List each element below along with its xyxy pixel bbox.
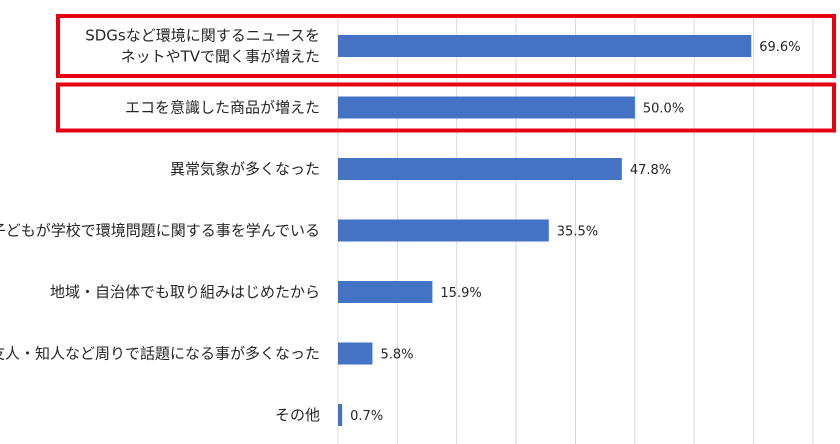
value-label: 5.8% bbox=[380, 348, 413, 363]
highlight-box bbox=[56, 14, 836, 78]
value-label: 15.9% bbox=[440, 286, 481, 301]
bar bbox=[338, 404, 343, 426]
bar bbox=[338, 342, 373, 365]
bar bbox=[338, 158, 622, 180]
category-labels: SDGsなど環境に関するニュースをネットやTVで聞く事が増えたエコを意識した商品… bbox=[0, 27, 320, 425]
value-label: 50.0% bbox=[643, 102, 684, 117]
bar bbox=[338, 96, 635, 119]
category-label: ネットやTVで聞く事が増えた bbox=[121, 48, 320, 66]
category-label: 子どもが学校で環境問題に関する事を学んでいる bbox=[0, 222, 320, 240]
category-label: 地域・自治体でも取り組みはじめたから bbox=[50, 283, 320, 301]
bar bbox=[338, 35, 752, 57]
category-label: エコを意識した商品が増えた bbox=[125, 99, 320, 117]
bar bbox=[338, 219, 549, 242]
value-label: 35.5% bbox=[557, 225, 598, 240]
bar bbox=[338, 281, 433, 303]
bars bbox=[338, 35, 752, 426]
value-labels: 69.6% 50.0% 47.8% 35.5% 15.9% 5.8% 0.7% bbox=[350, 40, 800, 424]
value-label: 0.7% bbox=[350, 409, 383, 424]
value-label: 47.8% bbox=[630, 163, 671, 178]
category-label: その他 bbox=[275, 406, 320, 424]
value-label: 69.6% bbox=[759, 40, 800, 55]
category-label: 異常気象が多くなった bbox=[170, 160, 320, 178]
category-label: 友人・知人など周りで話題になる事が多くなった bbox=[0, 345, 320, 363]
category-label: SDGsなど環境に関するニュースを bbox=[85, 27, 320, 45]
highlight-box bbox=[56, 82, 836, 133]
highlight-boxes bbox=[56, 14, 836, 133]
